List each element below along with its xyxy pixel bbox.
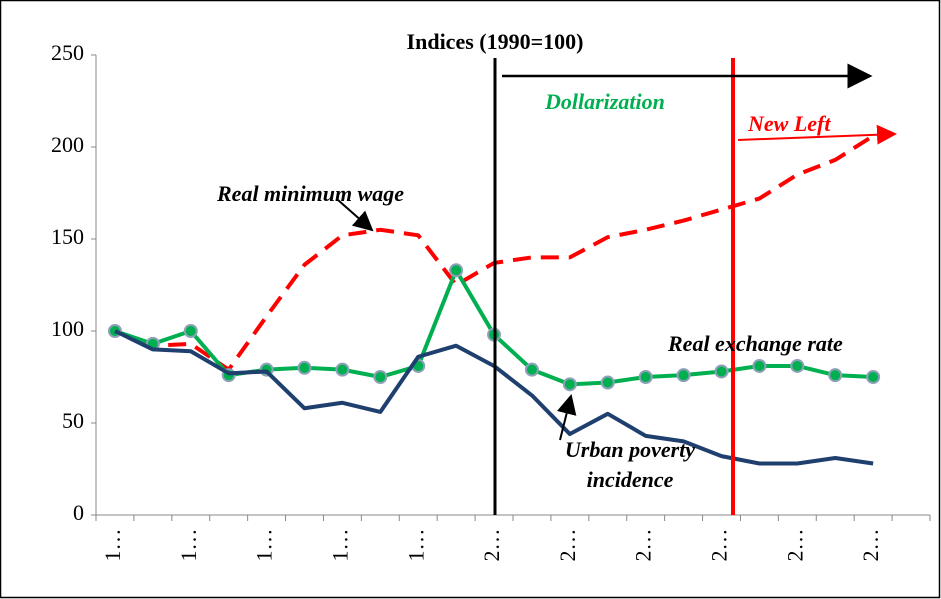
x-tick-label: 2…: [782, 529, 807, 562]
pointer-arrow: [337, 199, 374, 232]
annotation: Real minimum wage: [216, 181, 404, 206]
data-point: [183, 324, 198, 338]
x-tick-label: 1…: [252, 529, 277, 562]
data-point: [752, 358, 767, 373]
x-tick-label: 1…: [100, 529, 125, 562]
data-point: [335, 362, 350, 377]
y-tick-label: 200: [51, 132, 84, 157]
data-point: [638, 370, 653, 384]
x-tick-label: 1…: [403, 529, 428, 562]
data-point: [373, 370, 388, 384]
data-point: [714, 364, 729, 379]
annotation: New Left: [747, 111, 831, 136]
annotation: Real exchange rate: [667, 331, 843, 356]
x-tick-label: 1…: [176, 529, 201, 562]
data-point: [676, 368, 691, 383]
data-point: [297, 360, 312, 375]
annotation: Dollarization: [544, 89, 665, 114]
data-point: [828, 368, 843, 383]
chart-title: Indices (1990=100): [407, 29, 584, 54]
data-point: [866, 370, 881, 384]
x-tick-label: 2…: [631, 529, 656, 562]
y-tick-label: 0: [73, 500, 84, 525]
period-arrow: [737, 124, 897, 145]
y-tick-label: 100: [51, 316, 84, 341]
data-point: [449, 263, 464, 278]
data-point: [790, 358, 805, 373]
data-point: [562, 377, 577, 392]
y-tick-label: 150: [51, 224, 84, 249]
annotation: Urban poverty: [565, 437, 695, 462]
x-tick-label: 2…: [479, 529, 504, 562]
x-tick-label: 1…: [327, 529, 352, 562]
data-point: [600, 375, 615, 390]
annotation: incidence: [587, 467, 674, 492]
y-tick-label: 50: [62, 408, 84, 433]
x-tick-label: 2…: [858, 529, 883, 562]
data-point: [524, 362, 539, 377]
x-tick-label: 2…: [707, 529, 732, 562]
pointer-arrow: [556, 394, 577, 441]
x-tick-label: 2…: [555, 529, 580, 562]
y-tick-label: 250: [51, 40, 84, 65]
